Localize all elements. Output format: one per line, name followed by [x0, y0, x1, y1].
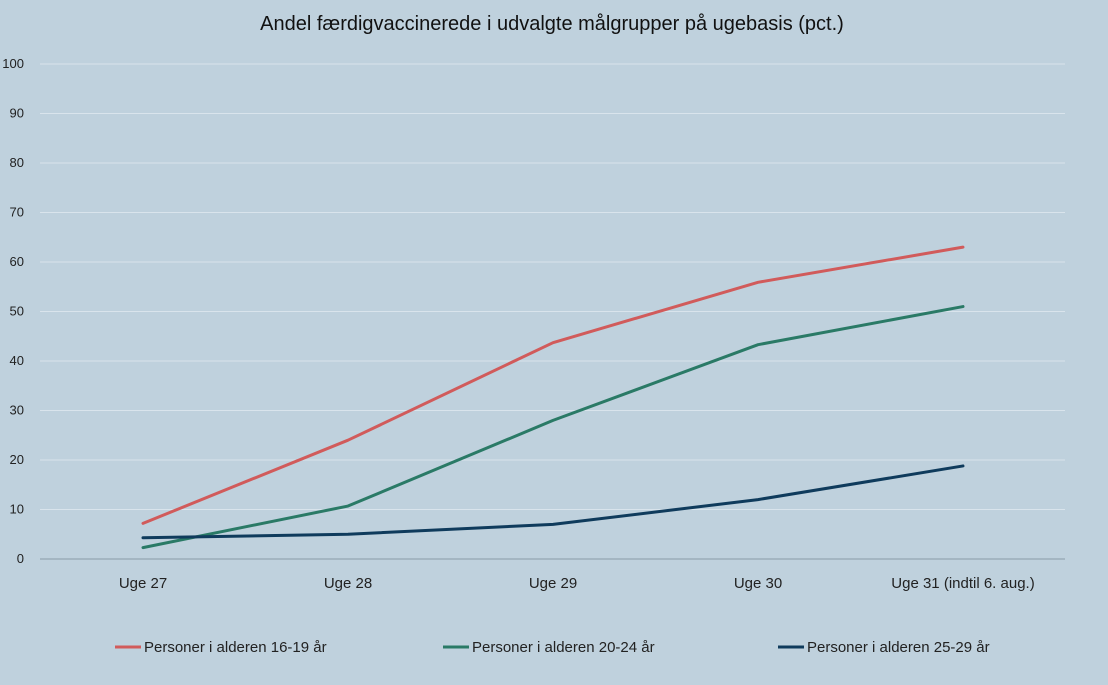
y-tick-label: 10 — [10, 502, 24, 517]
y-axis: 0 10 20 30 40 50 60 70 80 90 100 — [2, 56, 24, 566]
x-tick-label: Uge 30 — [734, 575, 782, 592]
x-tick-label: Uge 28 — [324, 575, 372, 592]
y-tick-label: 20 — [10, 452, 24, 467]
x-tick-label: Uge 31 (indtil 6. aug.) — [891, 575, 1034, 592]
legend-item: Personer i alderen 20-24 år — [443, 639, 655, 656]
y-tick-label: 80 — [10, 155, 24, 170]
x-tick-label: Uge 29 — [529, 575, 577, 592]
y-tick-label: 40 — [10, 353, 24, 368]
y-tick-label: 30 — [10, 403, 24, 418]
chart-title: Andel færdigvaccinerede i udvalgte målgr… — [260, 13, 844, 35]
legend-item: Personer i alderen 25-29 år — [778, 639, 990, 656]
series-line-2 — [141, 305, 965, 550]
y-tick-label: 70 — [10, 205, 24, 220]
legend: Personer i alderen 16-19 år Personer i al… — [115, 639, 990, 656]
y-tick-label: 0 — [17, 551, 24, 566]
x-axis: Uge 27 Uge 28 Uge 29 Uge 30 Uge 31 (indtil 6… — [119, 575, 1035, 592]
y-tick-label: 100 — [2, 56, 24, 71]
x-tick-label: Uge 27 — [119, 575, 167, 592]
series-line-1 — [141, 245, 965, 525]
legend-label: Personer i alderen 16-19 år — [144, 639, 327, 656]
series-lines — [141, 245, 965, 550]
y-tick-label: 60 — [10, 254, 24, 269]
legend-label: Personer i alderen 20-24 år — [472, 639, 655, 656]
legend-label: Personer i alderen 25-29 år — [807, 639, 990, 656]
y-tick-label: 50 — [10, 304, 24, 319]
legend-item: Personer i alderen 16-19 år — [115, 639, 327, 656]
series-line-3 — [141, 464, 965, 540]
y-tick-label: 90 — [10, 106, 24, 121]
gridlines — [40, 63, 1065, 510]
